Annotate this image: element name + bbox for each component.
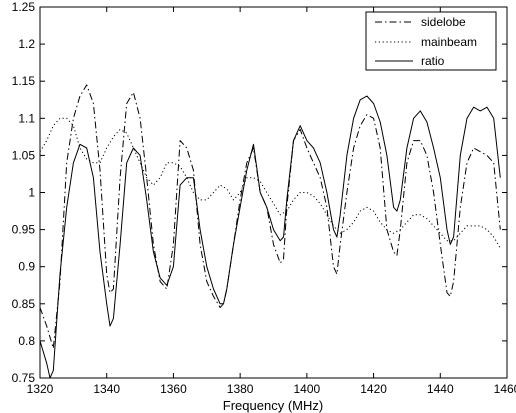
series-line-ratio bbox=[40, 95, 501, 378]
x-tick-label: 1440 bbox=[427, 382, 454, 396]
x-tick-label: 1360 bbox=[160, 382, 187, 396]
y-tick-label: 1.15 bbox=[12, 74, 36, 88]
x-tick-label: 1340 bbox=[93, 382, 120, 396]
y-tick-label: 1.2 bbox=[18, 37, 35, 51]
legend: sidelobe mainbeam ratio bbox=[365, 11, 497, 71]
series-line-mainbeam bbox=[40, 117, 501, 249]
x-tick-label: 1420 bbox=[360, 382, 387, 396]
series-line-sidelobe bbox=[40, 84, 501, 349]
legend-label-sidelobe: sidelobe bbox=[421, 15, 466, 29]
series-layer bbox=[40, 84, 501, 378]
y-tick-label: 0.85 bbox=[12, 297, 36, 311]
y-tick-label: 0.9 bbox=[18, 260, 35, 274]
y-tick-label: 1.05 bbox=[12, 148, 36, 162]
y-tick-label: 0.75 bbox=[12, 371, 36, 385]
y-tick-label: 1.1 bbox=[18, 111, 35, 125]
legend-label-mainbeam: mainbeam bbox=[421, 35, 477, 49]
x-tick-label: 1400 bbox=[294, 382, 321, 396]
legend-label-ratio: ratio bbox=[421, 54, 445, 68]
x-tick-label: 1380 bbox=[227, 382, 254, 396]
y-tick-label: 1.25 bbox=[12, 0, 36, 14]
y-tick-label: 0.8 bbox=[18, 334, 35, 348]
y-tick-label: 1 bbox=[28, 186, 35, 200]
legend-box bbox=[365, 11, 497, 71]
y-tick-label: 0.95 bbox=[12, 223, 36, 237]
x-axis-label: Frequency (MHz) bbox=[223, 398, 323, 413]
x-tick-label: 1320 bbox=[27, 382, 54, 396]
